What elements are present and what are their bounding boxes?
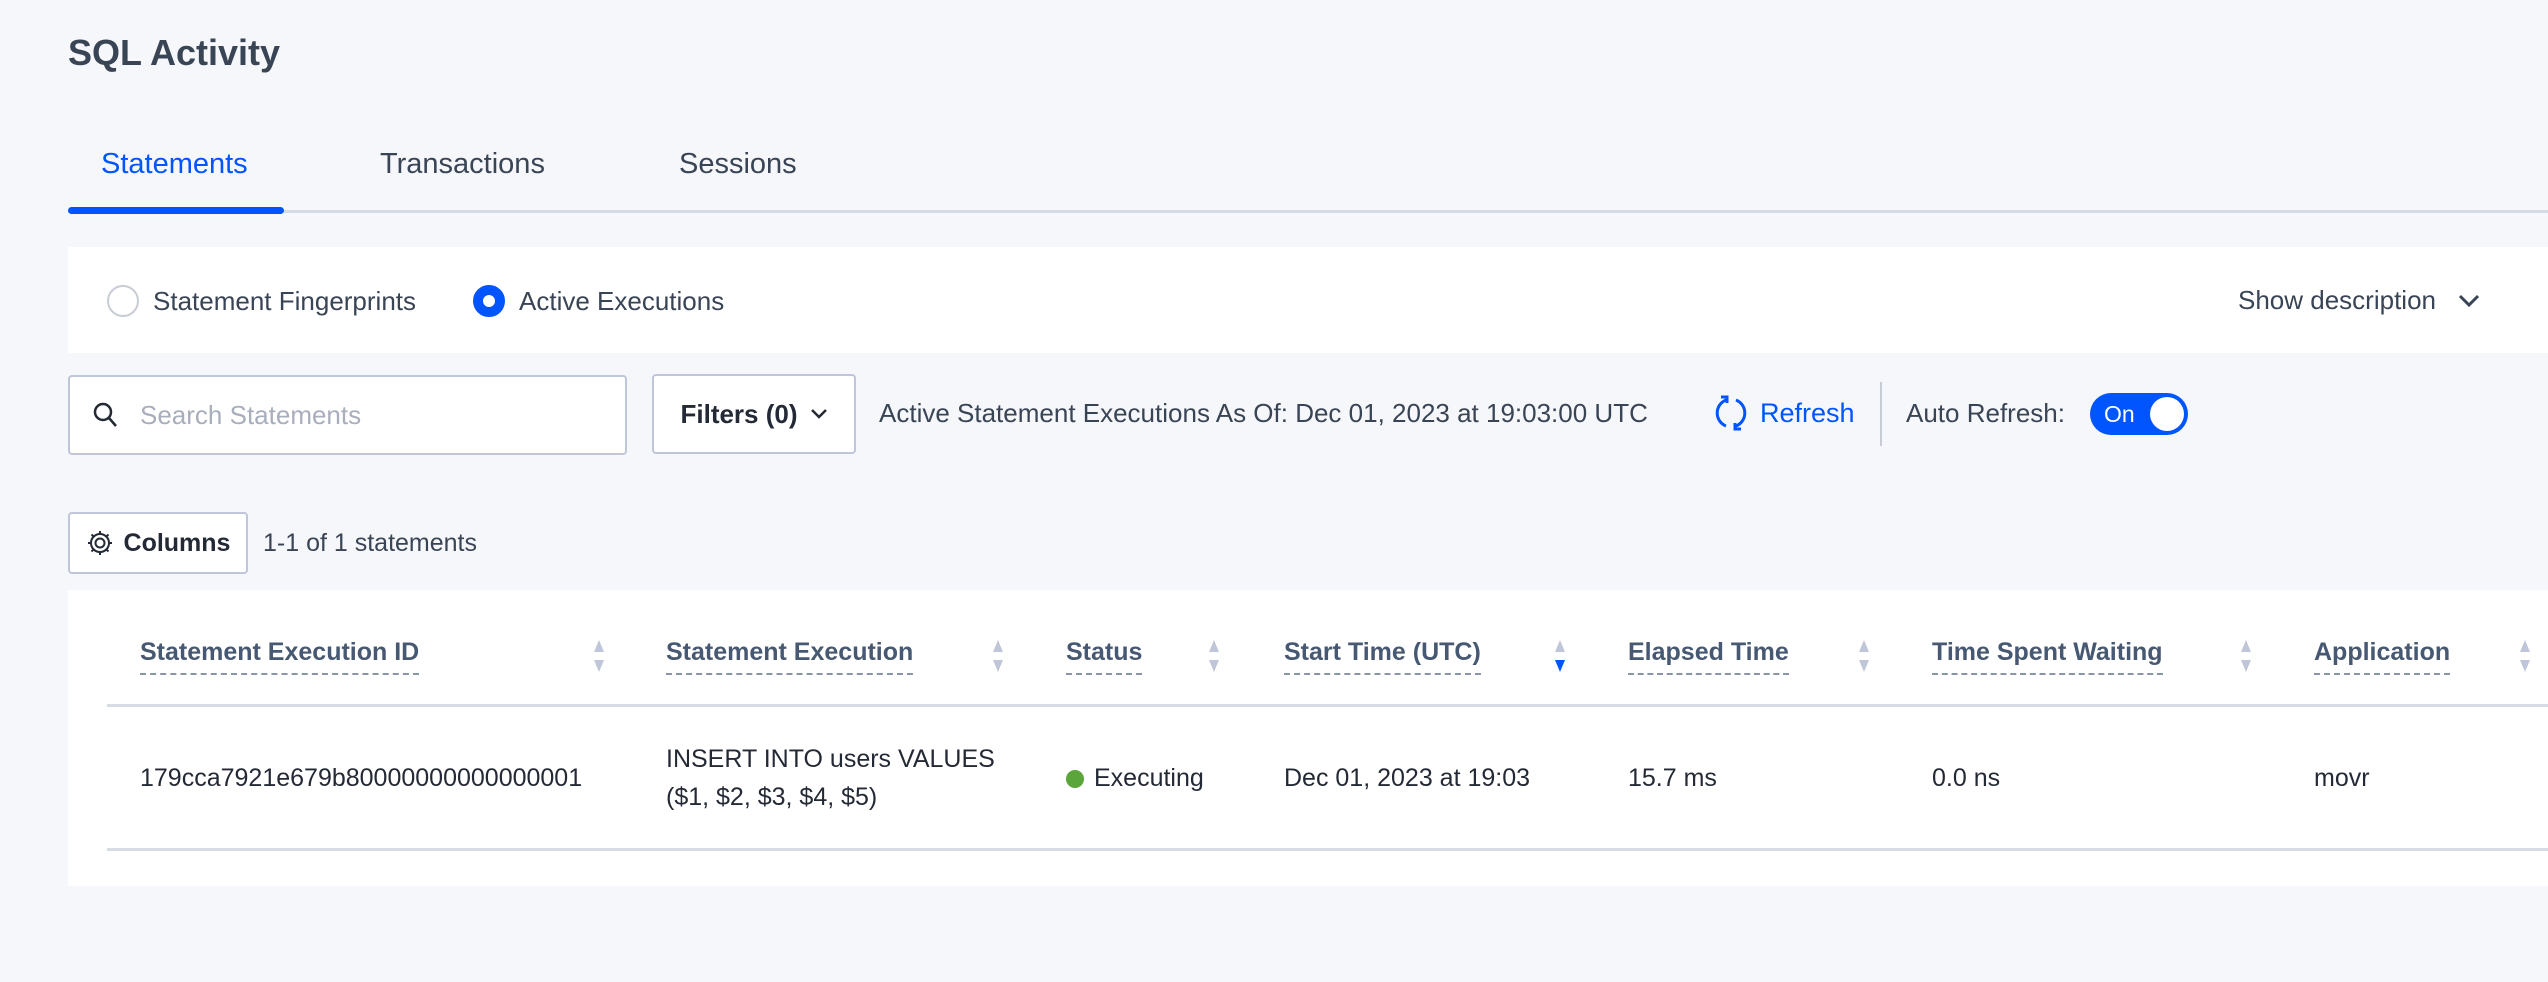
page-title: SQL Activity (68, 32, 281, 73)
radio-label: Active Executions (519, 285, 725, 316)
tab-statements[interactable]: Statements (101, 148, 248, 180)
search-input[interactable] (140, 399, 580, 431)
view-selector-panel (68, 247, 2548, 353)
tab-sessions[interactable]: Sessions (679, 148, 797, 180)
divider (1880, 382, 1882, 446)
header-application[interactable]: Application (2314, 638, 2451, 675)
toggle-knob (2150, 397, 2184, 431)
sort-descending-icon[interactable] (1553, 638, 1567, 674)
sort-icon[interactable] (1857, 638, 1871, 674)
row-divider (107, 848, 2548, 851)
header-elapsed-time[interactable]: Elapsed Time (1628, 638, 1789, 675)
sort-icon[interactable] (2239, 638, 2253, 674)
status-dot-icon (1066, 770, 1084, 788)
show-description-label: Show description (2238, 285, 2436, 315)
radio-unchecked-icon (107, 285, 139, 317)
auto-refresh-toggle[interactable]: On (2090, 393, 2188, 435)
header-divider (107, 704, 2548, 707)
sort-icon[interactable] (1207, 638, 1221, 674)
cell-start-time: Dec 01, 2023 at 19:03 (1284, 764, 1531, 792)
refresh-label: Refresh (1760, 397, 1855, 428)
as-of-timestamp: Active Statement Executions As Of: Dec 0… (879, 398, 1648, 428)
statement-line: ($1, $2, $3, $4, $5) (666, 783, 878, 811)
radio-statement-fingerprints[interactable]: Statement Fingerprints (107, 285, 416, 317)
cell-execution-id[interactable]: 179cca7921e679b80000000000000001 (140, 764, 583, 792)
search-box[interactable] (68, 375, 627, 455)
search-icon (93, 402, 117, 427)
cell-elapsed-time: 15.7 ms (1628, 764, 1717, 792)
tab-bar: Statements Transactions Sessions (68, 140, 2548, 214)
header-status[interactable]: Status (1066, 638, 1143, 675)
refresh-button[interactable]: Refresh (1712, 394, 1855, 432)
header-statement-execution[interactable]: Statement Execution (666, 638, 914, 675)
sort-icon[interactable] (2518, 638, 2532, 674)
chevron-down-icon (2458, 294, 2480, 307)
chevron-down-icon (810, 409, 827, 419)
active-tab-indicator (68, 207, 284, 214)
show-description-toggle[interactable]: Show description (2238, 285, 2480, 316)
sort-icon[interactable] (592, 638, 606, 674)
radio-active-executions[interactable]: Active Executions (473, 285, 724, 317)
gear-icon (87, 531, 112, 555)
columns-label: Columns (123, 528, 231, 557)
refresh-icon (1715, 395, 1747, 431)
statement-line: INSERT INTO users VALUES (666, 745, 995, 773)
sort-icon[interactable] (991, 638, 1005, 674)
header-time-spent-waiting[interactable]: Time Spent Waiting (1932, 638, 2163, 675)
tab-transactions[interactable]: Transactions (380, 148, 545, 180)
filters-label: Filters (0) (680, 398, 798, 429)
radio-label: Statement Fingerprints (153, 285, 417, 316)
header-statement-execution-id[interactable]: Statement Execution ID (140, 638, 420, 675)
cell-statement[interactable]: INSERT INTO users VALUES ($1, $2, $3, $4… (666, 740, 995, 816)
auto-refresh-label: Auto Refresh: (1906, 398, 2065, 428)
cell-status: Executing (1066, 759, 1204, 797)
cell-time-waiting: 0.0 ns (1932, 764, 2001, 792)
result-count: 1-1 of 1 statements (263, 529, 478, 557)
radio-checked-icon (473, 285, 505, 317)
header-start-time[interactable]: Start Time (UTC) (1284, 638, 1481, 675)
table-panel (68, 590, 2548, 886)
cell-application: movr (2314, 764, 2370, 792)
columns-button[interactable]: Columns (68, 512, 248, 574)
toggle-state: On (2104, 401, 2135, 427)
status-text: Executing (1094, 764, 1204, 792)
filters-button[interactable]: Filters (0) (652, 374, 856, 454)
